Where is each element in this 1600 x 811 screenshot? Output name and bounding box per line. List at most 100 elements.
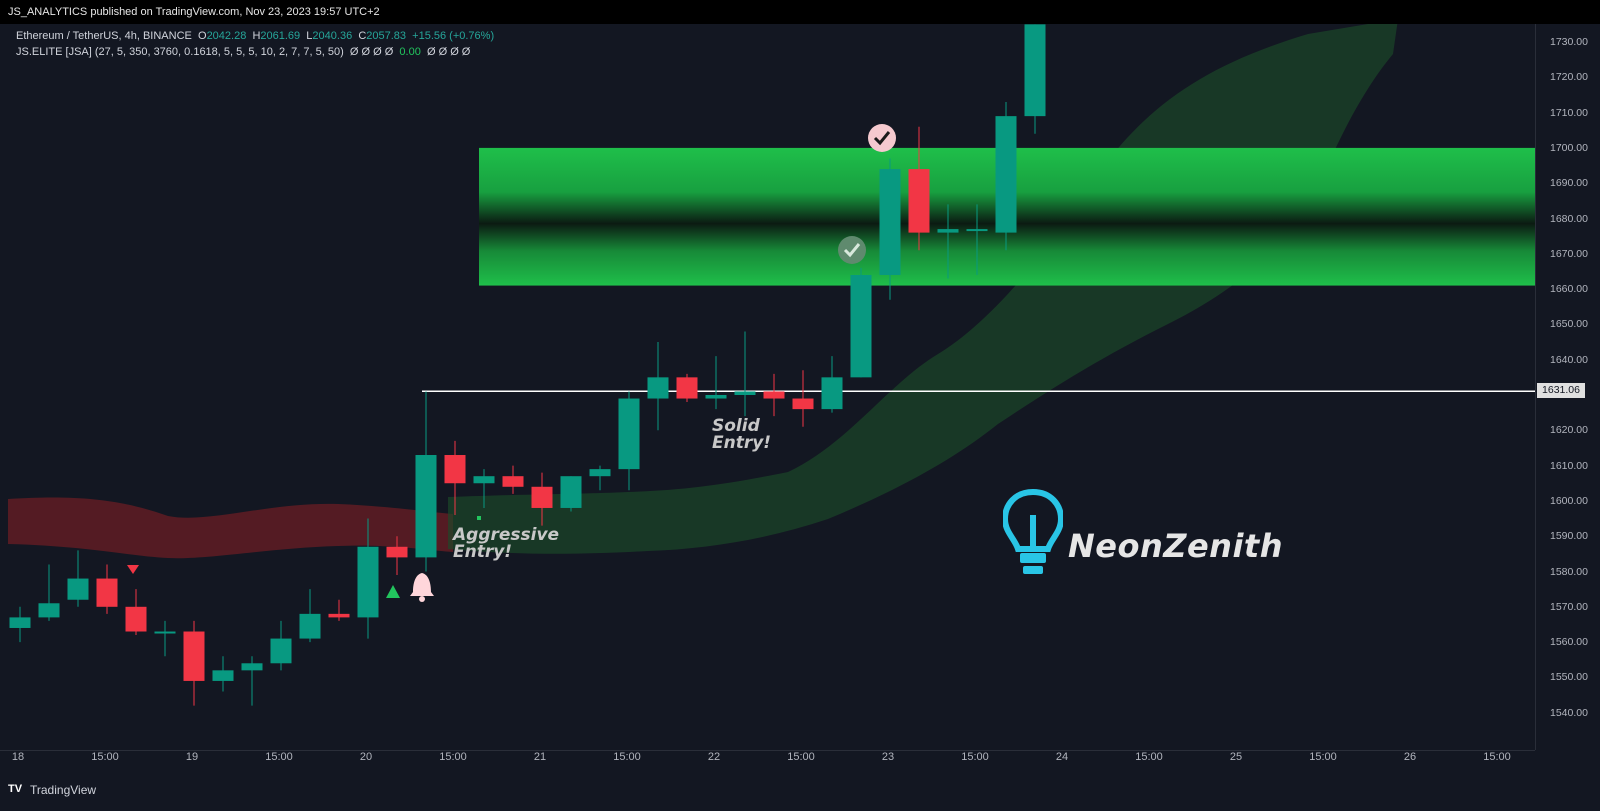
flag-icon: [477, 516, 481, 520]
candle[interactable]: [1024, 24, 1046, 134]
candle-body: [850, 274, 872, 378]
time-tick: 15:00: [961, 751, 989, 763]
candle-body: [328, 613, 350, 618]
candle[interactable]: [763, 373, 785, 417]
time-tick: 15:00: [1483, 751, 1511, 763]
candle-body: [792, 398, 814, 410]
symbol-name: Ethereum / TetherUS, 4h, BINANCE: [16, 30, 192, 42]
aggressive-entry-annotation: Aggressive Entry!: [453, 527, 559, 561]
price-tick: 1690.00: [1550, 177, 1588, 190]
candle[interactable]: [850, 267, 872, 378]
sell-signal-icon: [127, 565, 139, 574]
time-tick: 15:00: [613, 751, 641, 763]
time-tick: 20: [359, 751, 373, 763]
candle[interactable]: [299, 589, 321, 643]
tradingview-logo: TV: [8, 783, 23, 795]
time-tick: 15:00: [1135, 751, 1163, 763]
candle-body: [38, 603, 60, 618]
candle[interactable]: [937, 204, 959, 279]
high-label: H: [252, 30, 261, 42]
candle[interactable]: [995, 102, 1017, 251]
candle-body: [908, 169, 930, 233]
time-tick: 25: [1229, 751, 1243, 763]
price-tick: 1730.00: [1550, 36, 1588, 48]
candle[interactable]: [676, 373, 698, 403]
candle[interactable]: [154, 620, 176, 657]
time-tick: 22: [707, 751, 721, 763]
high-value: 2061.69: [260, 30, 301, 42]
candle[interactable]: [67, 550, 89, 607]
candle[interactable]: [212, 656, 234, 692]
price-tick: 1640.00: [1550, 353, 1588, 366]
candle[interactable]: [908, 126, 930, 251]
candle[interactable]: [328, 599, 350, 621]
horizontal-line-price-label: 1631.06: [1537, 383, 1585, 399]
candle-body: [183, 631, 205, 681]
candle[interactable]: [386, 536, 408, 576]
candle[interactable]: [125, 589, 147, 636]
time-tick: 15:00: [91, 751, 119, 763]
alert-bell-icon: [410, 573, 434, 602]
price-tick: 1590.00: [1550, 530, 1588, 543]
candle-body: [618, 398, 640, 470]
candle[interactable]: [9, 606, 31, 643]
time-axis[interactable]: 18 15:00 19 15:00 20 15:00 21 15:00 22 15:00 23 15:…: [0, 750, 1535, 779]
candle-body: [502, 476, 524, 487]
candle[interactable]: [415, 391, 437, 572]
candle[interactable]: [357, 518, 379, 639]
candle[interactable]: [473, 469, 495, 508]
bearish-cloud: [8, 497, 453, 559]
candle-body: [270, 638, 292, 664]
chart-area[interactable]: Ethereum / TetherUS, 4h, BINANCE O2042.2…: [8, 24, 1535, 750]
price-axis[interactable]: 1730.00 1720.00 1710.00 1700.00 1690.00 1680.…: [1535, 24, 1600, 750]
change-value: +15.56 (+0.76%): [412, 30, 495, 42]
candle-body: [96, 578, 118, 607]
symbol-legend: Ethereum / TetherUS, 4h, BINANCE O2042.2…: [16, 30, 494, 42]
candle-body: [734, 391, 756, 395]
candle[interactable]: [502, 465, 524, 494]
candle[interactable]: [589, 465, 611, 491]
open-label: O: [198, 30, 207, 42]
check-icon: [868, 124, 896, 152]
candle[interactable]: [444, 440, 466, 516]
candle-body: [966, 229, 988, 232]
candle[interactable]: [879, 158, 901, 300]
candle[interactable]: [821, 356, 843, 413]
candle-body: [879, 169, 901, 275]
candle[interactable]: [560, 476, 582, 512]
candle[interactable]: [966, 204, 988, 275]
candle[interactable]: [96, 564, 118, 614]
time-tick: 23: [881, 751, 895, 763]
candle[interactable]: [38, 564, 60, 621]
candle[interactable]: [183, 620, 205, 706]
candle-body: [67, 578, 89, 600]
price-tick: 1660.00: [1550, 283, 1588, 296]
candle[interactable]: [270, 620, 292, 671]
candle-body: [212, 670, 234, 681]
candle-body: [937, 229, 959, 233]
price-tick: 1540.00: [1550, 706, 1588, 719]
low-label: L: [306, 30, 313, 42]
candle-body: [560, 476, 582, 508]
candle[interactable]: [705, 356, 727, 410]
candlestick-chart[interactable]: [8, 24, 1535, 750]
candle-body: [9, 617, 31, 628]
candle-body: [357, 546, 379, 618]
time-tick: 24: [1055, 751, 1069, 763]
candle-body: [386, 546, 408, 558]
candle[interactable]: [792, 370, 814, 427]
candle[interactable]: [647, 342, 669, 431]
footer-bar: TV TradingView: [0, 778, 1600, 811]
indicator-values-b: Ø Ø Ø Ø: [426, 46, 471, 58]
tradingview-name: TradingView: [30, 783, 97, 797]
solid-text-line2: Entry!: [712, 433, 772, 453]
candle[interactable]: [734, 331, 756, 417]
time-tick: 15:00: [787, 751, 815, 763]
price-tick: 1600.00: [1550, 494, 1588, 507]
publisher-line: JS_ANALYTICS published on TradingView.co…: [8, 6, 380, 18]
candle[interactable]: [618, 391, 640, 491]
candle[interactable]: [241, 656, 263, 706]
brand-name: NeonZenith: [1068, 527, 1283, 565]
price-tick: 1700.00: [1550, 141, 1588, 154]
candle[interactable]: [531, 472, 553, 526]
